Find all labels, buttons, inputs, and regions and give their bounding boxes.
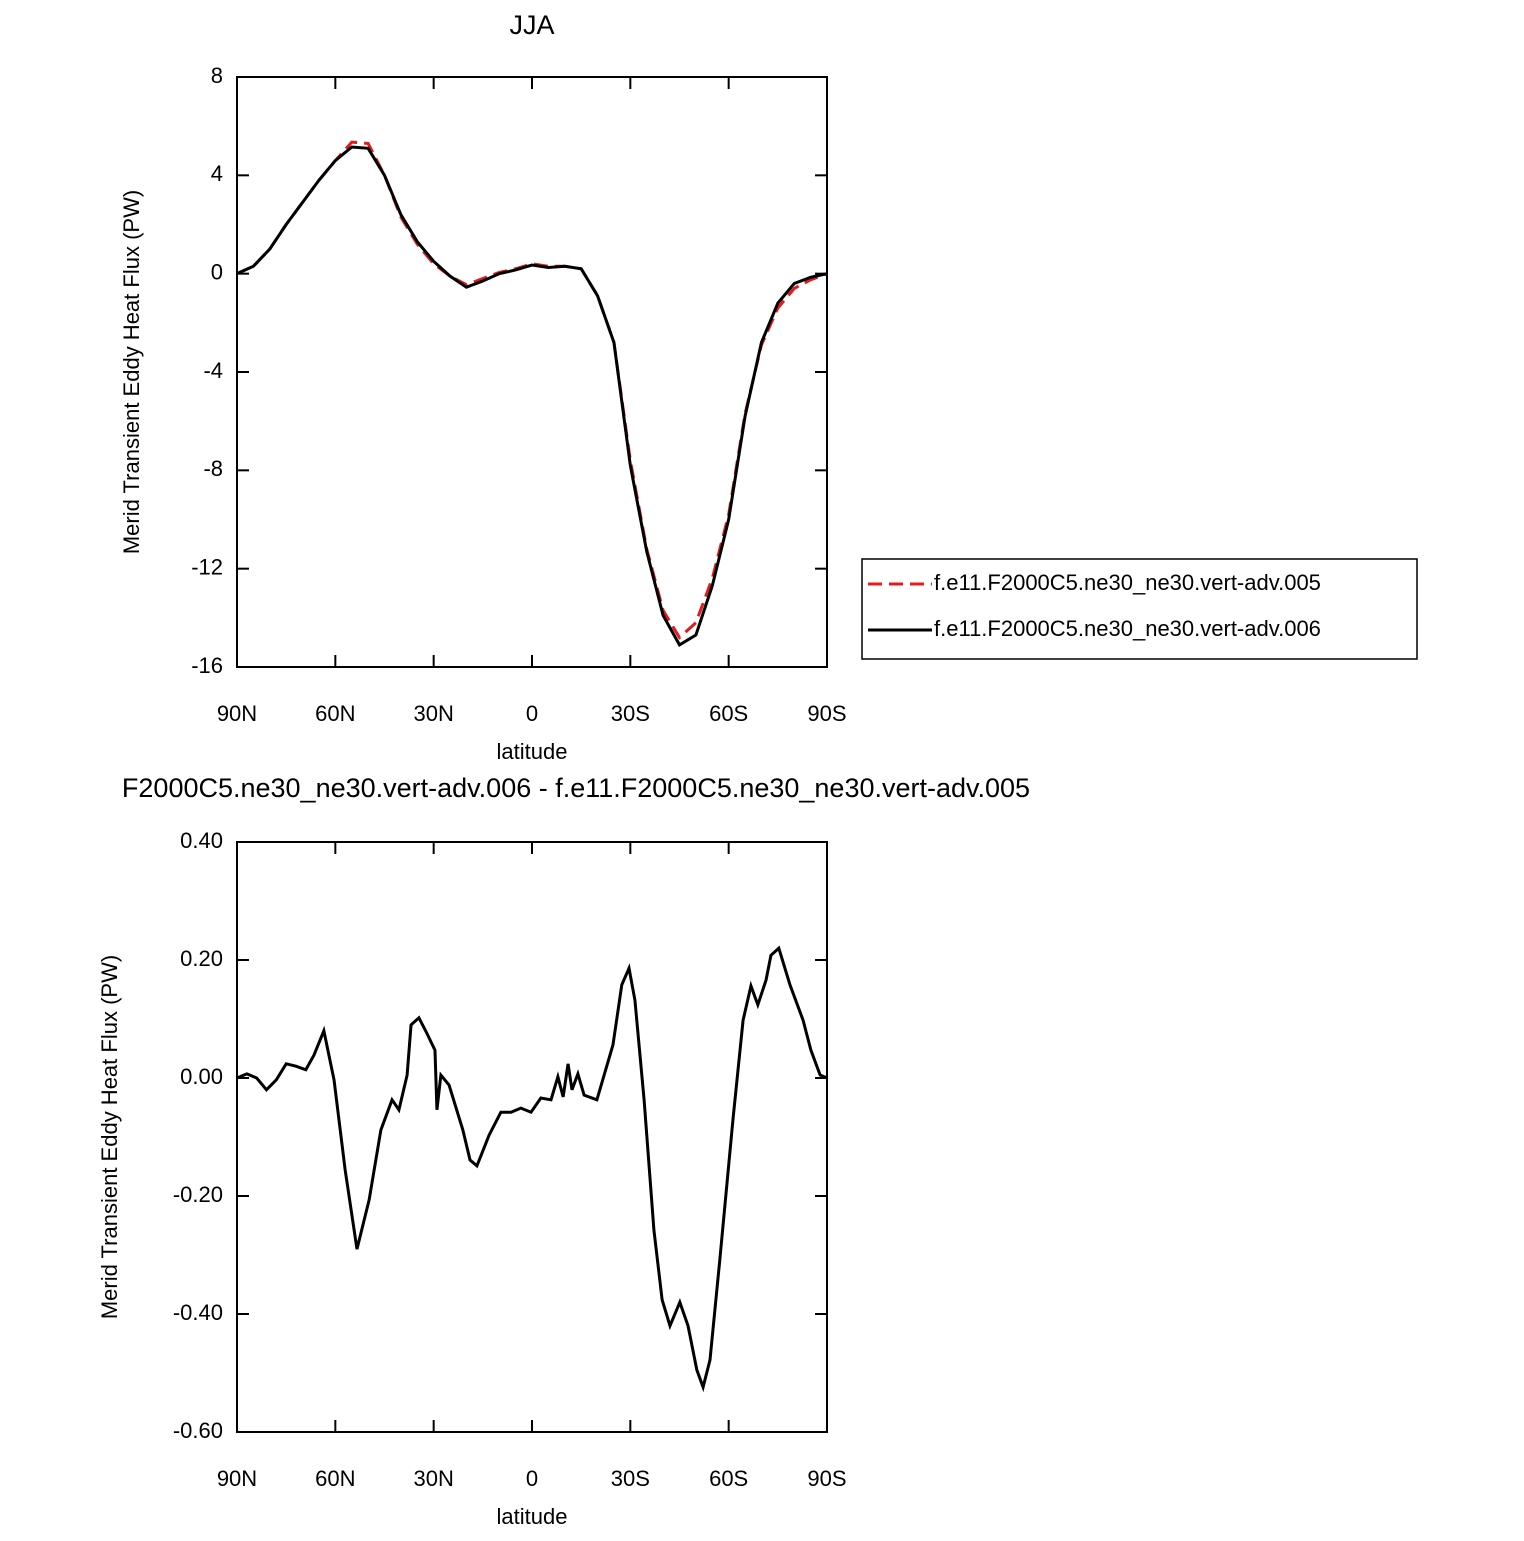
x-tick-label: 30S: [611, 1466, 650, 1491]
legend-box: [861, 558, 1418, 660]
y-axis-label: Merid Transient Eddy Heat Flux (PW): [119, 190, 144, 554]
x-tick-label: 30S: [611, 701, 650, 726]
x-tick-label: 90S: [807, 701, 846, 726]
legend-label: f.e11.F2000C5.ne30_ne30.vert-adv.006: [934, 616, 1321, 641]
chart-title: JJA: [509, 10, 554, 40]
y-tick-label: 4: [211, 161, 223, 186]
plot-frame: [236, 841, 828, 1433]
x-tick-label: 60S: [709, 1466, 748, 1491]
x-tick-label: 90S: [807, 1466, 846, 1491]
data-line: [236, 945, 828, 1393]
y-tick-label: 0.20: [180, 946, 223, 971]
y-tick-label: -8: [203, 456, 223, 481]
y-tick-label: -16: [191, 653, 223, 678]
x-tick-label: 60N: [315, 701, 355, 726]
y-tick-label: 8: [211, 63, 223, 88]
data-line: [236, 145, 828, 647]
plot-frame: [236, 76, 828, 668]
chart-title: F2000C5.ne30_ne30.vert-adv.006 - f.e11.F…: [122, 773, 1030, 803]
y-axis-label: Merid Transient Eddy Heat Flux (PW): [97, 955, 122, 1319]
x-tick-label: 60N: [315, 1466, 355, 1491]
y-tick-label: 0: [211, 259, 223, 284]
x-tick-label: 90N: [217, 1466, 257, 1491]
legend-label: f.e11.F2000C5.ne30_ne30.vert-adv.005: [934, 570, 1321, 595]
y-tick-label: -12: [191, 554, 223, 579]
x-tick-label: 0: [526, 1466, 538, 1491]
x-tick-label: 30N: [413, 701, 453, 726]
y-tick-label: -0.60: [173, 1418, 223, 1443]
x-axis-label: latitude: [497, 739, 568, 764]
y-tick-label: -0.40: [173, 1300, 223, 1325]
x-axis-label: latitude: [497, 1504, 568, 1529]
y-tick-label: -0.20: [173, 1182, 223, 1207]
x-tick-label: 60S: [709, 701, 748, 726]
y-tick-label: 0.40: [180, 828, 223, 853]
x-tick-label: 30N: [413, 1466, 453, 1491]
x-tick-label: 0: [526, 701, 538, 726]
y-tick-label: 0.00: [180, 1064, 223, 1089]
data-line: [236, 140, 828, 640]
y-tick-label: -4: [203, 358, 223, 383]
x-tick-label: 90N: [217, 701, 257, 726]
